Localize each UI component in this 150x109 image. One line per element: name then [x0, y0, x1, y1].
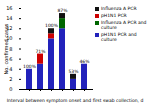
svg-text:87%: 87%: [57, 8, 68, 13]
html-text:pH1N1 PCR and culture: pH1N1 PCR and culture: [101, 32, 137, 42]
html-text:Interval between symptom onset: Interval between symptom onset and first…: [6, 98, 144, 103]
svg-text:53%: 53%: [68, 69, 79, 74]
svg-text:2: 2: [39, 97, 42, 98]
svg-text:46%: 46%: [79, 59, 90, 64]
svg-text:0: 0: [9, 86, 12, 92]
svg-text:12: 12: [6, 25, 13, 32]
svg-text:100%: 100%: [45, 23, 59, 28]
svg-text:No. confirmed cases: No. confirmed cases: [3, 23, 9, 74]
svg-text:6: 6: [83, 97, 86, 98]
svg-text:4: 4: [9, 66, 12, 72]
svg-text:6: 6: [9, 56, 12, 62]
html-text:pH1N1 PCR: pH1N1 PCR: [101, 13, 127, 18]
html-text:Influenza A PCR and culture: Influenza A PCR and culture: [101, 20, 147, 30]
svg-text:1: 1: [28, 97, 31, 98]
svg-text:71%: 71%: [35, 49, 46, 54]
svg-text:5: 5: [72, 97, 75, 98]
svg-text:16: 16: [6, 5, 12, 11]
svg-text:2: 2: [9, 76, 12, 82]
svg-text:14: 14: [6, 15, 12, 21]
svg-text:4: 4: [61, 97, 64, 98]
svg-text:8: 8: [9, 46, 12, 52]
svg-text:100%: 100%: [23, 64, 37, 69]
svg-text:10: 10: [6, 35, 13, 42]
html-text:Influenza A PCR: Influenza A PCR: [101, 6, 137, 11]
svg-text:3: 3: [50, 97, 53, 98]
